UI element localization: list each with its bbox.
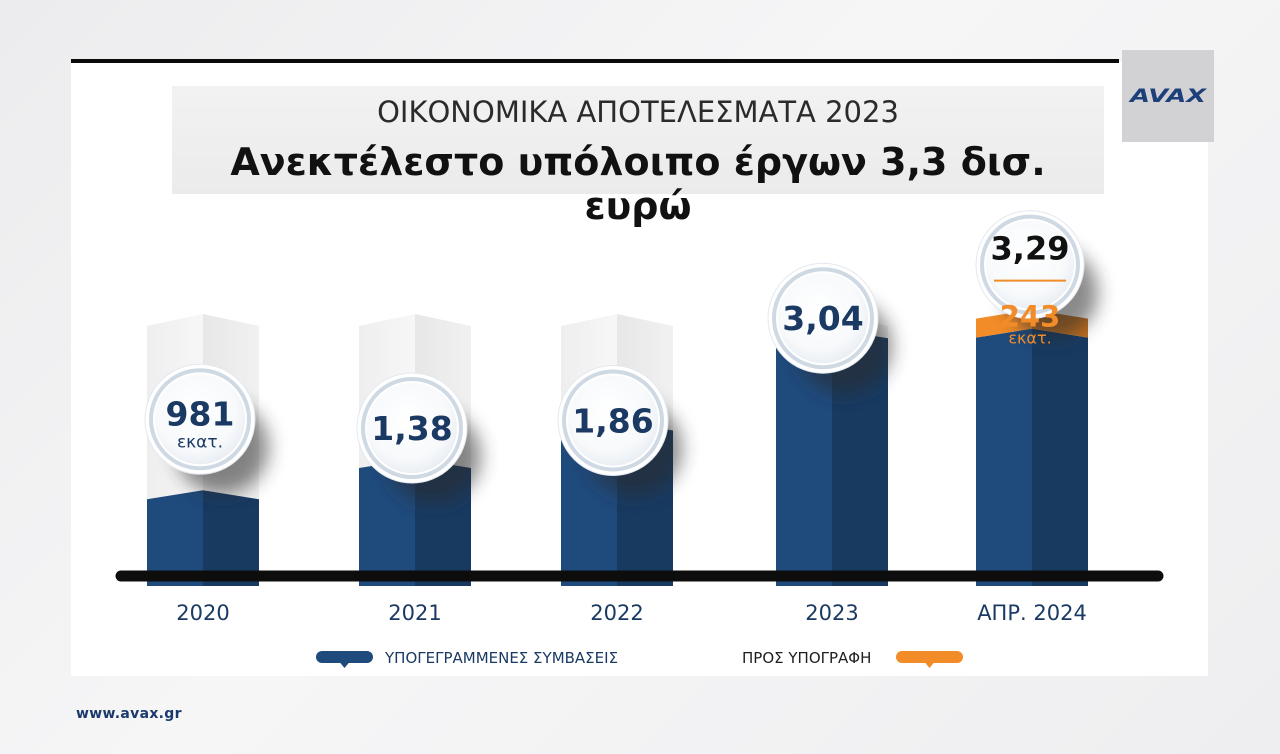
page-subtitle: Ανεκτέλεστο υπόλοιπο έργων 3,3 δισ. ευρώ <box>230 140 1046 228</box>
bar-signed-side <box>203 490 259 586</box>
value-bubble-ring <box>361 377 463 480</box>
legend-label-signed: ΥΠΟΓΕΓΡΑΜΜΕΝΕΣ ΣΥΜΒΑΣΕΙΣ <box>385 649 619 667</box>
bar-signed-side <box>1032 328 1088 586</box>
bar-signed <box>147 490 203 586</box>
logo-wordmark: AVAX <box>1130 85 1206 107</box>
legend-swatch-to-sign <box>896 651 963 663</box>
x-tick-label: 2022 <box>590 601 643 625</box>
value-bubble-ring <box>562 369 664 472</box>
bar-signed <box>776 329 832 586</box>
value-bubble-ring <box>980 214 1080 315</box>
data-label-to-sign: 243 <box>1000 300 1061 334</box>
legend-label-to-sign: ΠΡΟΣ ΥΠΟΓΡΑΦΗ <box>742 649 872 667</box>
bar-signed <box>976 328 1032 586</box>
legend-swatch-to-sign-notch <box>924 662 935 668</box>
data-label-value: 1,86 <box>572 402 653 441</box>
brand-logo: AVAX <box>1122 50 1214 142</box>
x-tick-label: 2023 <box>805 601 858 625</box>
x-tick-label: 2020 <box>176 601 229 625</box>
data-label-value: 1,38 <box>371 409 452 448</box>
x-tick-label: ΑΠΡ. 2024 <box>977 601 1087 625</box>
data-label-total: 3,29 <box>991 230 1070 268</box>
bar-signed-side <box>832 329 888 586</box>
website-url: www.avax.gr <box>76 706 182 722</box>
title-band <box>172 86 1104 194</box>
data-label-value: 3,04 <box>782 299 863 338</box>
value-bubble <box>155 374 245 465</box>
x-tick-label: 2021 <box>388 601 441 625</box>
data-label-unit: εκατ. <box>177 432 223 452</box>
value-bubble <box>986 220 1074 309</box>
value-bubble <box>568 375 658 466</box>
value-bubble <box>778 273 868 364</box>
data-label-value: 981 <box>166 394 235 433</box>
bar-signed <box>359 459 415 586</box>
value-bubble <box>367 383 457 474</box>
legend-swatch-signed <box>316 651 373 663</box>
value-bubble-ring <box>149 368 251 471</box>
data-label-to-sign-unit: εκατ. <box>1008 329 1051 348</box>
legend-swatch-signed-notch <box>339 662 350 668</box>
top-rule <box>71 59 1119 63</box>
value-bubble-ring <box>772 267 874 370</box>
page-title: ΟΙΚΟΝΟΜΙΚΑ ΑΠΟΤΕΛΕΣΜΑΤΑ 2023 <box>377 95 899 129</box>
